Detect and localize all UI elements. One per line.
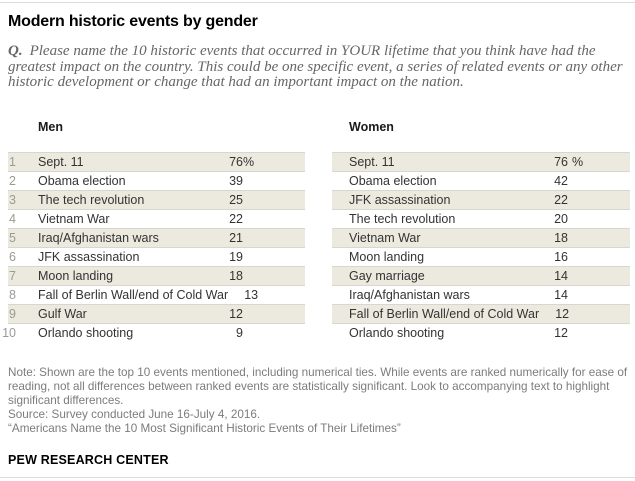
- survey-question: Q. Please name the 10 historic events tha…: [8, 43, 632, 91]
- table-row: 6 JFK assassination 19: [8, 247, 305, 266]
- event-cell: Iraq/Afghanistan wars: [349, 288, 470, 302]
- event-cell: Orlando shooting: [38, 326, 134, 340]
- value-cell: 12: [229, 307, 243, 321]
- rank-cell: 1: [9, 155, 16, 169]
- value-cell: 39: [229, 174, 243, 188]
- table-row: Obama election 42: [332, 171, 630, 190]
- value-cell: 9: [236, 326, 243, 340]
- report-title-text: “Americans Name the 10 Most Significant …: [8, 422, 401, 435]
- table-row: 7 Moon landing 18: [8, 266, 305, 285]
- women-table: Women Sept. 11 76 % Obama election 42 JF…: [332, 121, 630, 342]
- event-cell: Obama election: [38, 174, 126, 188]
- pew-research-center-wordmark: PEW RESEARCH CENTER: [8, 453, 169, 467]
- rank-cell: 9: [9, 307, 16, 321]
- question-line-1: Q. Please name the 10 historic events tha…: [8, 43, 632, 60]
- value-cell: 22: [229, 212, 243, 226]
- value-cell: 25: [229, 193, 243, 207]
- event-cell: Orlando shooting: [349, 326, 445, 340]
- value-cell: 13: [244, 288, 259, 302]
- event-cell: Gulf War: [38, 307, 87, 321]
- value-cell: 14: [554, 269, 568, 283]
- rank-cell: 2: [9, 174, 16, 188]
- table-row: 2 Obama election 39: [8, 171, 305, 190]
- event-cell: JFK assassination: [38, 250, 140, 264]
- table-row: 4 Vietnam War 22: [8, 209, 305, 228]
- rank-cell: 8: [9, 288, 16, 302]
- rank-cell: 4: [9, 212, 16, 226]
- figure-title: Modern historic events by gender: [8, 13, 258, 30]
- table-row: Orlando shooting 12: [332, 323, 630, 342]
- value-cell: 12: [555, 307, 570, 321]
- rank-cell: 5: [9, 231, 16, 245]
- top-divider: [0, 2, 635, 3]
- table-row: Sept. 11 76 %: [332, 152, 630, 171]
- women-column-header: Women: [349, 120, 394, 134]
- value-cell: 12: [554, 326, 568, 340]
- event-cell: Iraq/Afghanistan wars: [38, 231, 159, 245]
- value-cell: 16: [554, 250, 568, 264]
- value-cell: 20: [554, 212, 568, 226]
- table-row: 1 Sept. 11 76 %: [8, 152, 305, 171]
- event-cell: Fall of Berlin Wall/end of Cold War: [349, 307, 540, 321]
- value-cell: 19: [229, 250, 243, 264]
- table-row: 5 Iraq/Afghanistan wars 21: [8, 228, 305, 247]
- table-row: Gay marriage 14: [332, 266, 630, 285]
- table-row: Moon landing 16: [332, 247, 630, 266]
- value-cell: 14: [554, 288, 568, 302]
- event-cell: Vietnam War: [38, 212, 110, 226]
- footnotes: Note: Shown are the top 10 events mentio…: [8, 366, 632, 436]
- event-cell: Moon landing: [349, 250, 425, 264]
- event-cell: Sept. 11: [38, 155, 84, 169]
- event-cell: JFK assassination: [349, 193, 451, 207]
- event-cell: Moon landing: [38, 269, 114, 283]
- men-table-body: 1 Sept. 11 76 % 2 Obama election 39 3 Th…: [2, 152, 305, 342]
- percent-sign-cell: %: [572, 155, 584, 169]
- percent-sign-cell: %: [243, 155, 255, 169]
- men-table: Men 1 Sept. 11 76 % 2 Obama election 39 …: [2, 120, 305, 342]
- event-cell: Sept. 11: [349, 155, 395, 169]
- table-row: JFK assassination 22: [332, 190, 630, 209]
- event-cell: Gay marriage: [349, 269, 425, 283]
- event-cell: The tech revolution: [38, 193, 145, 207]
- table-row: Vietnam War 18: [332, 228, 630, 247]
- event-cell: Vietnam War: [349, 231, 421, 245]
- value-cell: 76: [229, 155, 243, 169]
- bottom-divider: [0, 477, 635, 478]
- table-row: The tech revolution 20: [332, 209, 630, 228]
- source-text: Source: Survey conducted June 16-July 4,…: [8, 408, 261, 421]
- event-cell: The tech revolution: [349, 212, 456, 226]
- value-cell: 42: [554, 174, 568, 188]
- event-cell: Fall of Berlin Wall/end of Cold War: [38, 288, 229, 302]
- men-column-header: Men: [38, 120, 63, 134]
- table-row: Fall of Berlin Wall/end of Cold War 12: [332, 304, 630, 323]
- table-row: 9 Gulf War 12: [8, 304, 305, 323]
- value-cell: 18: [229, 269, 243, 283]
- rank-cell: 10: [2, 326, 16, 340]
- women-table-body: Sept. 11 76 % Obama election 42 JFK assa…: [332, 152, 630, 342]
- value-cell: 18: [554, 231, 568, 245]
- question-line-2: greatest impact on the country. This cou…: [8, 58, 623, 75]
- table-row: Iraq/Afghanistan wars 14: [332, 285, 630, 304]
- question-line-3: historic development or change that had …: [8, 74, 464, 91]
- rank-cell: 6: [9, 250, 16, 264]
- rank-cell: 3: [9, 193, 16, 207]
- value-cell: 76: [554, 155, 568, 169]
- value-cell: 22: [554, 193, 568, 207]
- note-text: Note: Shown are the top 10 events mentio…: [8, 366, 628, 407]
- table-row: 8 Fall of Berlin Wall/end of Cold War 13: [8, 285, 305, 304]
- event-cell: Obama election: [349, 174, 437, 188]
- question-label: Q.: [8, 43, 23, 59]
- question-text: Please name the 10 historic events that …: [29, 43, 596, 59]
- rank-cell: 7: [9, 269, 16, 283]
- value-cell: 21: [229, 231, 243, 245]
- table-row: 10 Orlando shooting 9: [2, 323, 305, 342]
- table-row: 3 The tech revolution 25: [8, 190, 305, 209]
